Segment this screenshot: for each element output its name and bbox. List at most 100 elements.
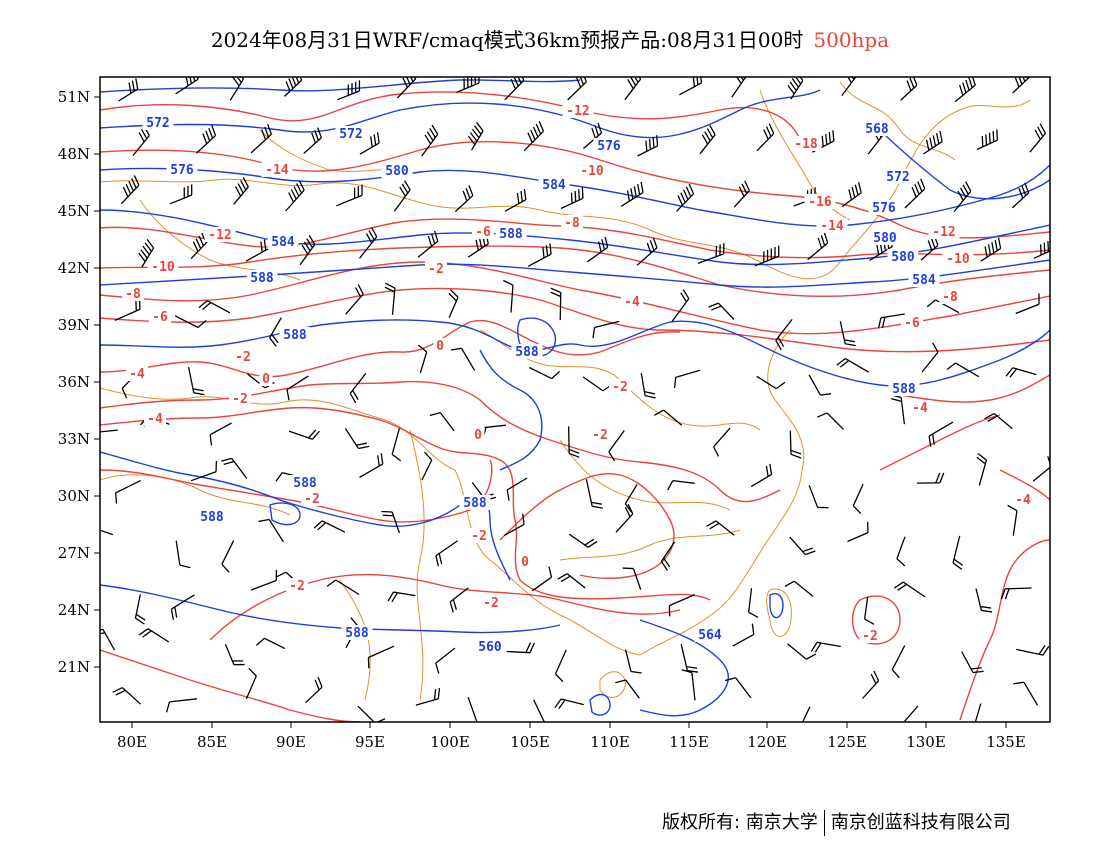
height-label-bg [279,327,311,342]
wind-barb [359,453,384,478]
lon-label: 135E [986,733,1026,751]
wind-barb [748,588,759,619]
wind-barb [697,243,725,265]
wind-barb [775,319,793,351]
wind-barb [391,428,402,462]
temperature-label-bg [942,251,974,266]
wind-barb [787,643,817,660]
lat-label: 42N [58,259,90,277]
temperature-label: -8 [125,287,141,302]
wind-barb [421,451,433,481]
wind-barb [529,366,561,380]
wind-barb [713,427,731,457]
wind-barb [622,567,642,590]
wind-barb [676,183,695,212]
wind-barb [209,422,232,446]
temperature-label-bg [149,309,171,324]
company-text: 南京创蓝科技有限公司 [830,812,1011,833]
wind-barb [166,698,197,713]
temperature-label-bg [939,289,961,304]
wind-barb [984,412,1013,430]
wind-barb [615,503,634,533]
wind-barb [615,679,640,699]
height-label-bg [495,226,527,241]
height-label: 588 [250,271,274,286]
temperature-label: -8 [564,216,580,231]
plot-area [100,77,1050,722]
temperature-label-bg [259,371,273,386]
wind-barb [269,317,282,347]
temperature-label: -2 [612,380,628,395]
wind-barb [467,696,479,722]
wind-barb [285,180,305,212]
wind-barb [554,698,584,710]
lon-label: 115E [669,733,709,751]
wind-barb [973,703,982,722]
temperature-label-bg [126,366,148,381]
lon-label: 95E [355,733,385,751]
temperature-label: -12 [208,228,231,243]
wind-barb [852,483,864,515]
height-label: 572 [339,127,362,142]
wind-barb [1015,293,1040,315]
temperature-label-bg [518,554,532,569]
lat-label: 48N [58,145,90,163]
wind-barb [1013,681,1039,706]
wind-barb [1007,504,1018,536]
temperature-label-bg [144,411,166,426]
lat-label: 39N [58,316,90,334]
wind-barb [961,651,984,674]
temperature-label: -18 [794,137,818,152]
lat-label: 24N [58,601,90,619]
temperature-label-bg [468,528,490,543]
temperature-label: -6 [152,310,168,325]
wind-barb [560,187,584,210]
wind-barb [506,477,528,501]
temperature-label: -4 [147,412,163,427]
wind-barb [349,373,367,404]
temperature-label: -4 [912,401,928,416]
wind-barb [668,594,696,617]
temperature-label: 0 [474,428,482,443]
wind-barb [1033,240,1050,259]
wind-barb [250,569,278,591]
temperature-label-bg [472,224,494,239]
wind-barb [1016,645,1050,656]
height-label: 588 [283,328,307,343]
height-label: 588 [293,476,317,491]
wind-barb [789,536,816,556]
wind-barb [1029,123,1046,153]
wind-barb [450,347,476,371]
wind-barb [435,540,458,567]
temperature-label: -4 [1015,493,1031,508]
wind-barb [198,300,231,314]
wind-barb [134,594,146,625]
wind-barb [756,123,775,152]
wind-barb [336,80,361,101]
wind-barb [245,667,257,699]
wind-barb [680,644,699,673]
temperature-contour-labels: -14 -12 -10 -8 -6 -4 -2 -4 -2 0 -2 -2 -12 -10 -8 -6 -4 -2… [122,103,1034,644]
wind-barb [387,591,416,603]
temperature-label-bg [804,194,836,209]
temperature-label: -14 [820,219,844,234]
wind-barb [187,366,205,396]
temperature-label: -2 [471,529,487,544]
wind-barb [784,580,814,597]
temperature-label-bg [1012,492,1034,507]
height-label: 588 [892,382,916,397]
wind-barb [640,372,656,399]
height-label: 584 [912,273,936,288]
lon-label: 80E [117,733,147,751]
wind-barb [980,237,1002,262]
wind-barb [344,428,370,450]
wind-barb [585,479,603,509]
temperature-label: -2 [232,392,248,407]
wind-barb [417,344,428,374]
wind-barb [255,637,286,650]
temperature-label: -2 [483,596,499,611]
height-contour-labels: 572 572 576 576 580 584 584 588 588 588 588 588 588 5… [142,115,940,655]
wind-barb [393,180,411,212]
wind-barb [756,375,786,390]
temperature-label: -14 [265,163,289,178]
